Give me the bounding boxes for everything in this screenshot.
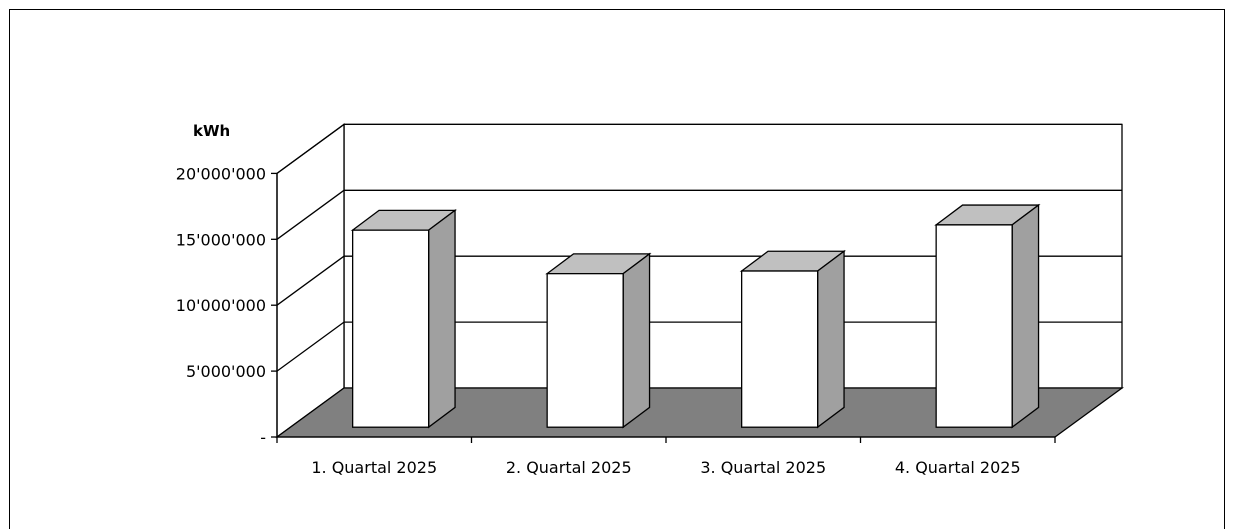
grid-lines <box>276 123 1122 372</box>
gridline <box>276 123 1122 174</box>
y-tick-label: 15'000'000 <box>176 230 266 249</box>
bar-side <box>622 252 651 429</box>
axes <box>271 172 1056 443</box>
bars <box>350 203 1041 429</box>
y-axis-unit-label: kWh <box>193 122 230 140</box>
y-tick-label: - <box>260 428 266 447</box>
bar <box>351 229 430 428</box>
bar-side <box>817 249 845 429</box>
labels: kWh - 5'000'000 10'000'000 15'000'000 20'000… <box>176 122 1021 477</box>
gridline <box>276 255 1122 306</box>
gridline <box>276 321 1122 372</box>
y-tick-label: 5'000'000 <box>186 362 266 381</box>
bar <box>935 224 1013 428</box>
bar <box>546 273 624 428</box>
gridline <box>276 189 1122 240</box>
bar-side <box>1011 203 1040 429</box>
bar-side <box>427 209 456 429</box>
y-tick-label: 20'000'000 <box>176 164 266 183</box>
bar <box>741 270 819 428</box>
x-tick-label: 2. Quartal 2025 <box>506 458 632 477</box>
x-tick-label: 4. Quartal 2025 <box>895 458 1021 477</box>
y-tick-label: 10'000'000 <box>176 296 266 315</box>
x-tick-label: 1. Quartal 2025 <box>311 458 437 477</box>
x-tick-label: 3. Quartal 2025 <box>700 458 826 477</box>
